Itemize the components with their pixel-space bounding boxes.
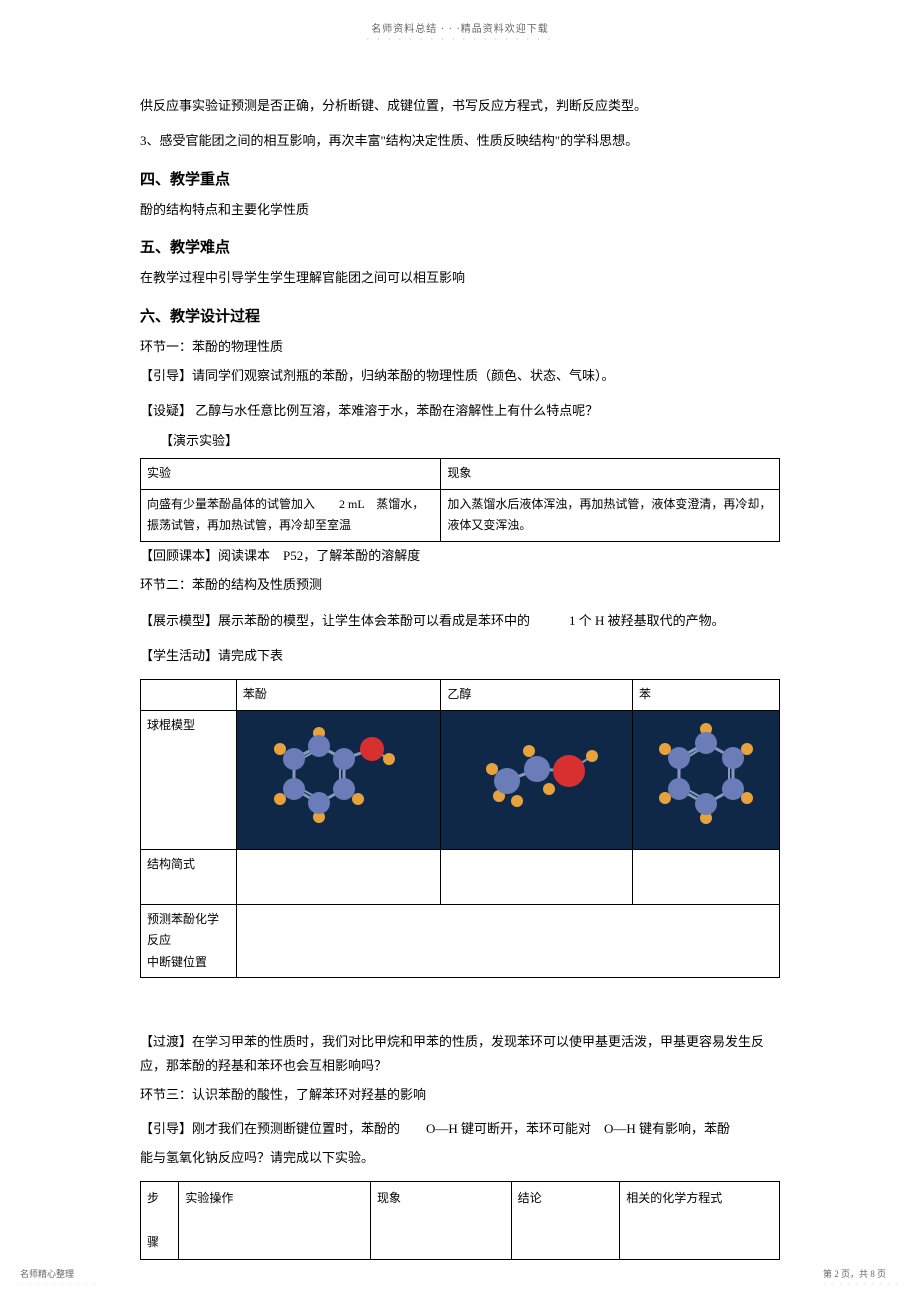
- lead-2b: 能与氢氧化钠反应吗？请完成以下实验。: [140, 1146, 780, 1169]
- show-model: 【展示模型】展示苯酚的模型，让学生体会苯酚可以看成是苯环中的 1 个 H 被羟基…: [140, 609, 780, 632]
- t1-r1c1: 向盛有少量苯酚晶体的试管加入 2 mL 蒸馏水，振荡试管，再加热试管，再冷却至室…: [141, 489, 441, 541]
- t1-header-2: 现象: [441, 459, 780, 490]
- t1-header-1: 实验: [141, 459, 441, 490]
- t2-r2-phenol: [236, 849, 440, 904]
- header-text: 名师资料总结 · · ·精品资料欢迎下载: [0, 0, 920, 35]
- section-4-body: 酚的结构特点和主要化学性质: [140, 198, 780, 221]
- phenol-molecule-icon: [254, 711, 424, 841]
- section-6-title: 六、教学设计过程: [140, 304, 780, 331]
- t2-r3-label: 预测苯酚化学反应 中断键位置: [141, 904, 237, 978]
- t2-h-ethanol: 乙醇: [441, 680, 633, 711]
- lead-1: 【引导】请同学们观察试剂瓶的苯酚，归纳苯酚的物理性质（颜色、状态、气味）。: [140, 364, 780, 387]
- t2-r2-label: 结构简式: [141, 849, 237, 904]
- section-4-title: 四、教学重点: [140, 167, 780, 194]
- section-5-body: 在教学过程中引导学生学生理解官能团之间可以相互影响: [140, 266, 780, 289]
- phenol-model-cell: [236, 711, 440, 850]
- t2-r2-ethanol: [441, 849, 633, 904]
- step-1-label: 环节一：苯酚的物理性质: [140, 335, 780, 358]
- t3-h5: 相关的化学方程式: [620, 1182, 780, 1260]
- t3-h1b: 骤: [147, 1235, 159, 1249]
- footer-right-dots: · · · · · · · · · ·: [823, 1280, 900, 1288]
- experiment-table-3: 步 骤 实验操作 现象 结论 相关的化学方程式: [140, 1181, 780, 1260]
- footer-left-dots: · · · · · · · · · ·: [20, 1280, 97, 1288]
- t2-r2-benzene: [633, 849, 780, 904]
- t3-h3: 现象: [371, 1182, 512, 1260]
- t2-h-benzene: 苯: [633, 680, 780, 711]
- t2-h-empty: [141, 680, 237, 711]
- main-content: 供反应事实验证预测是否正确，分析断键、成键位置，书写反应方程式，判断反应类型。 …: [140, 94, 780, 1260]
- t1-r1c2: 加入蒸馏水后液体浑浊，再加热试管，液体变澄清，再冷却，液体又变浑浊。: [441, 489, 780, 541]
- t2-r3-content: [236, 904, 779, 978]
- review-text: 【回顾课本】阅读课本 P52，了解苯酚的溶解度: [140, 544, 780, 567]
- footer-left: 名师精心整理 · · · · · · · · · ·: [20, 1267, 97, 1288]
- section-5-title: 五、教学难点: [140, 235, 780, 262]
- t2-r3a: 预测苯酚化学反应: [147, 912, 219, 948]
- benzene-molecule-icon: [641, 711, 771, 841]
- experiment-table-1: 实验 现象 向盛有少量苯酚晶体的试管加入 2 mL 蒸馏水，振荡试管，再加热试管…: [140, 458, 780, 542]
- footer-right-text: 第 2 页，共 8 页: [823, 1267, 900, 1280]
- step-2-label: 环节二：苯酚的结构及性质预测: [140, 573, 780, 596]
- t2-r3b: 中断键位置: [147, 955, 207, 969]
- lead-2a: 【引导】刚才我们在预测断键位置时，苯酚的 O—H 键可断开，苯环可能对 O—H …: [140, 1117, 780, 1140]
- t2-r1-label: 球棍模型: [141, 711, 237, 850]
- footer-right: 第 2 页，共 8 页 · · · · · · · · · ·: [823, 1267, 900, 1288]
- paragraph-1: 供反应事实验证预测是否正确，分析断键、成键位置，书写反应方程式，判断反应类型。: [140, 94, 780, 117]
- t2-h-phenol: 苯酚: [236, 680, 440, 711]
- transition-text: 【过渡】在学习甲苯的性质时，我们对比甲烷和甲苯的性质，发现苯环可以使甲基更活泼，…: [140, 1030, 780, 1077]
- activity-label: 【学生活动】请完成下表: [140, 644, 780, 667]
- demo-label: 【演示实验】: [160, 429, 780, 452]
- t3-h4: 结论: [511, 1182, 620, 1260]
- step-3-label: 环节三：认识苯酚的酸性，了解苯环对羟基的影响: [140, 1083, 780, 1106]
- footer-left-text: 名师精心整理: [20, 1267, 97, 1280]
- doubt-text: 【设疑】 乙醇与水任意比例互溶，苯难溶于水，苯酚在溶解性上有什么特点呢？: [140, 399, 780, 422]
- molecule-table: 苯酚 乙醇 苯 球棍模型: [140, 679, 780, 978]
- paragraph-2: 3、感受官能团之间的相互影响，再次丰富"结构决定性质、性质反映结构"的学科思想。: [140, 129, 780, 152]
- ethanol-molecule-icon: [457, 711, 617, 841]
- t3-h1: 步 骤: [141, 1182, 179, 1260]
- header-dots: · · · · · · · · · · · · · · · · · ·: [0, 35, 920, 44]
- ethanol-model-cell: [441, 711, 633, 850]
- t3-h2: 实验操作: [179, 1182, 371, 1260]
- benzene-model-cell: [633, 711, 780, 850]
- t3-h1a: 步: [147, 1191, 159, 1205]
